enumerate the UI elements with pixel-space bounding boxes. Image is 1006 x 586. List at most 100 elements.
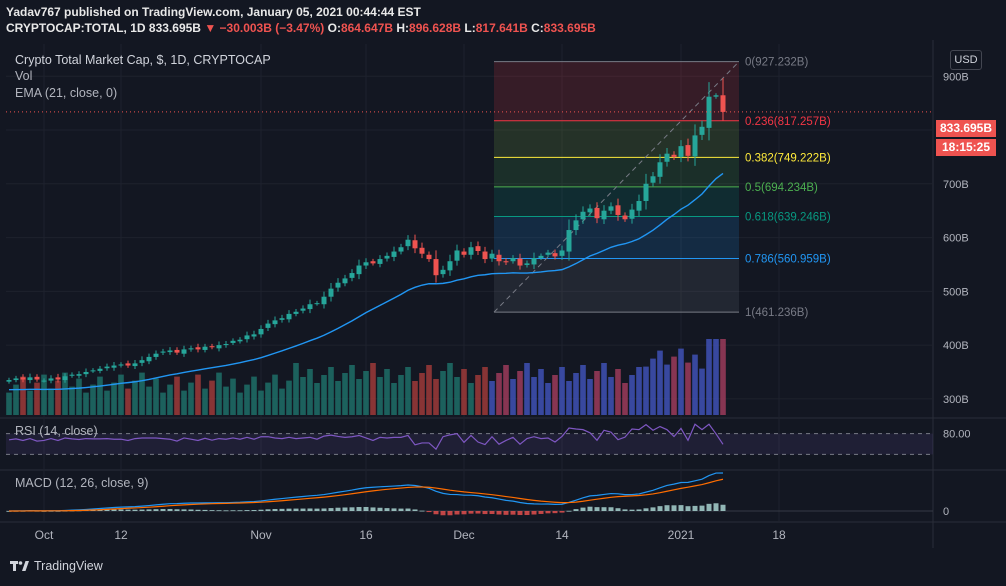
volume-bar — [664, 364, 670, 415]
macd-histogram-bar — [118, 509, 124, 511]
candle-body — [125, 363, 131, 366]
low-value: 817.641B — [475, 21, 528, 35]
candle — [426, 251, 432, 262]
candle — [517, 253, 523, 270]
x-tick-label: 2021 — [668, 528, 695, 542]
volume-bar — [370, 363, 376, 415]
candle — [678, 140, 684, 163]
candle — [34, 374, 40, 382]
candle — [237, 337, 243, 344]
volume-bar — [153, 378, 159, 415]
candle — [419, 242, 425, 259]
candle-body — [132, 363, 138, 367]
volume-bar — [636, 367, 642, 415]
candle-body — [321, 296, 327, 305]
candle-body — [608, 206, 614, 211]
candle-body — [433, 259, 439, 276]
volume-bar — [503, 365, 509, 415]
volume-bar — [265, 382, 271, 415]
volume-bar — [391, 383, 397, 415]
macd-histogram-bar — [314, 508, 320, 511]
candle — [195, 343, 201, 353]
macd-histogram-bar — [265, 509, 271, 511]
macd-histogram-bar — [160, 508, 166, 511]
candle — [713, 93, 719, 99]
macd-histogram-bar — [335, 507, 341, 511]
macd-histogram-bar — [496, 511, 502, 515]
volume-bar — [699, 368, 705, 415]
candle-body — [223, 344, 229, 346]
candle-body — [279, 318, 285, 320]
fib-level-label: 0.5(694.234B) — [745, 182, 818, 194]
rsi-legend[interactable]: RSI (14, close) — [15, 424, 98, 438]
volume-bar — [517, 371, 523, 415]
footer[interactable]: TradingView — [10, 559, 103, 573]
candle — [181, 345, 187, 357]
candle — [286, 310, 292, 323]
volume-bar — [132, 380, 138, 415]
volume-bar — [475, 375, 481, 415]
macd-histogram-bar — [230, 510, 236, 512]
candle — [671, 151, 677, 160]
y-tick-label: 600B — [943, 233, 969, 245]
candle-body — [188, 348, 194, 350]
candle — [377, 255, 383, 268]
candle — [706, 82, 712, 141]
candle-body — [48, 378, 54, 381]
volume-bar — [461, 369, 467, 415]
candle-body — [440, 269, 446, 275]
volume-bar — [426, 365, 432, 415]
macd-histogram-bar — [447, 511, 453, 516]
macd-legend[interactable]: MACD (12, 26, close, 9) — [15, 476, 149, 490]
macd-histogram-bar — [153, 509, 159, 511]
candle-body — [62, 376, 68, 381]
macd-histogram-bar — [132, 509, 138, 511]
candle — [573, 214, 579, 236]
volume-bar — [342, 373, 348, 415]
volume-bar — [447, 363, 453, 415]
macd-histogram-bar — [671, 505, 677, 511]
candle — [349, 269, 355, 282]
legend-title[interactable]: Crypto Total Market Cap, $, 1D, CRYPTOCA… — [15, 53, 271, 67]
candle — [174, 347, 180, 355]
macd-histogram-bar — [433, 511, 439, 515]
candle-body — [97, 368, 103, 371]
x-tick-label: Dec — [453, 528, 474, 542]
macd-histogram-bar — [321, 508, 327, 511]
macd-histogram-bar — [608, 507, 614, 511]
volume-bar — [244, 384, 250, 415]
volume-bar — [20, 376, 26, 415]
candle — [615, 198, 621, 221]
candle-body — [20, 377, 26, 380]
legend-ema[interactable]: EMA (21, close, 0) — [15, 86, 118, 100]
macd-histogram-bar — [594, 507, 600, 511]
candle — [699, 120, 705, 141]
symbol-name: CRYPTOCAP:TOTAL, 1D — [6, 21, 146, 35]
macd-histogram-bar — [202, 509, 208, 511]
candle — [552, 249, 558, 260]
candle-body — [503, 261, 509, 263]
legend-volume[interactable]: Vol — [15, 69, 33, 83]
candle — [720, 78, 726, 121]
candle-body — [300, 308, 306, 311]
macd-histogram-bar — [300, 508, 306, 511]
macd-histogram-bar — [468, 511, 474, 514]
tradingview-logo-icon — [10, 561, 29, 571]
volume-bar — [482, 367, 488, 415]
currency-button[interactable]: USD — [950, 50, 982, 70]
macd-histogram-bar — [349, 507, 355, 511]
macd-histogram-bar — [601, 507, 607, 511]
ema-line — [8, 172, 724, 391]
candle-body — [146, 356, 152, 362]
candle — [412, 234, 418, 254]
fib-level-label: 0.786(560.959B) — [745, 254, 831, 266]
volume-bar — [223, 386, 229, 415]
volume-bar — [328, 367, 334, 415]
candle — [160, 348, 166, 355]
candle — [27, 373, 33, 384]
candle-body — [251, 334, 257, 337]
candle — [384, 252, 390, 262]
candle — [545, 249, 551, 258]
volume-bar — [293, 363, 299, 415]
